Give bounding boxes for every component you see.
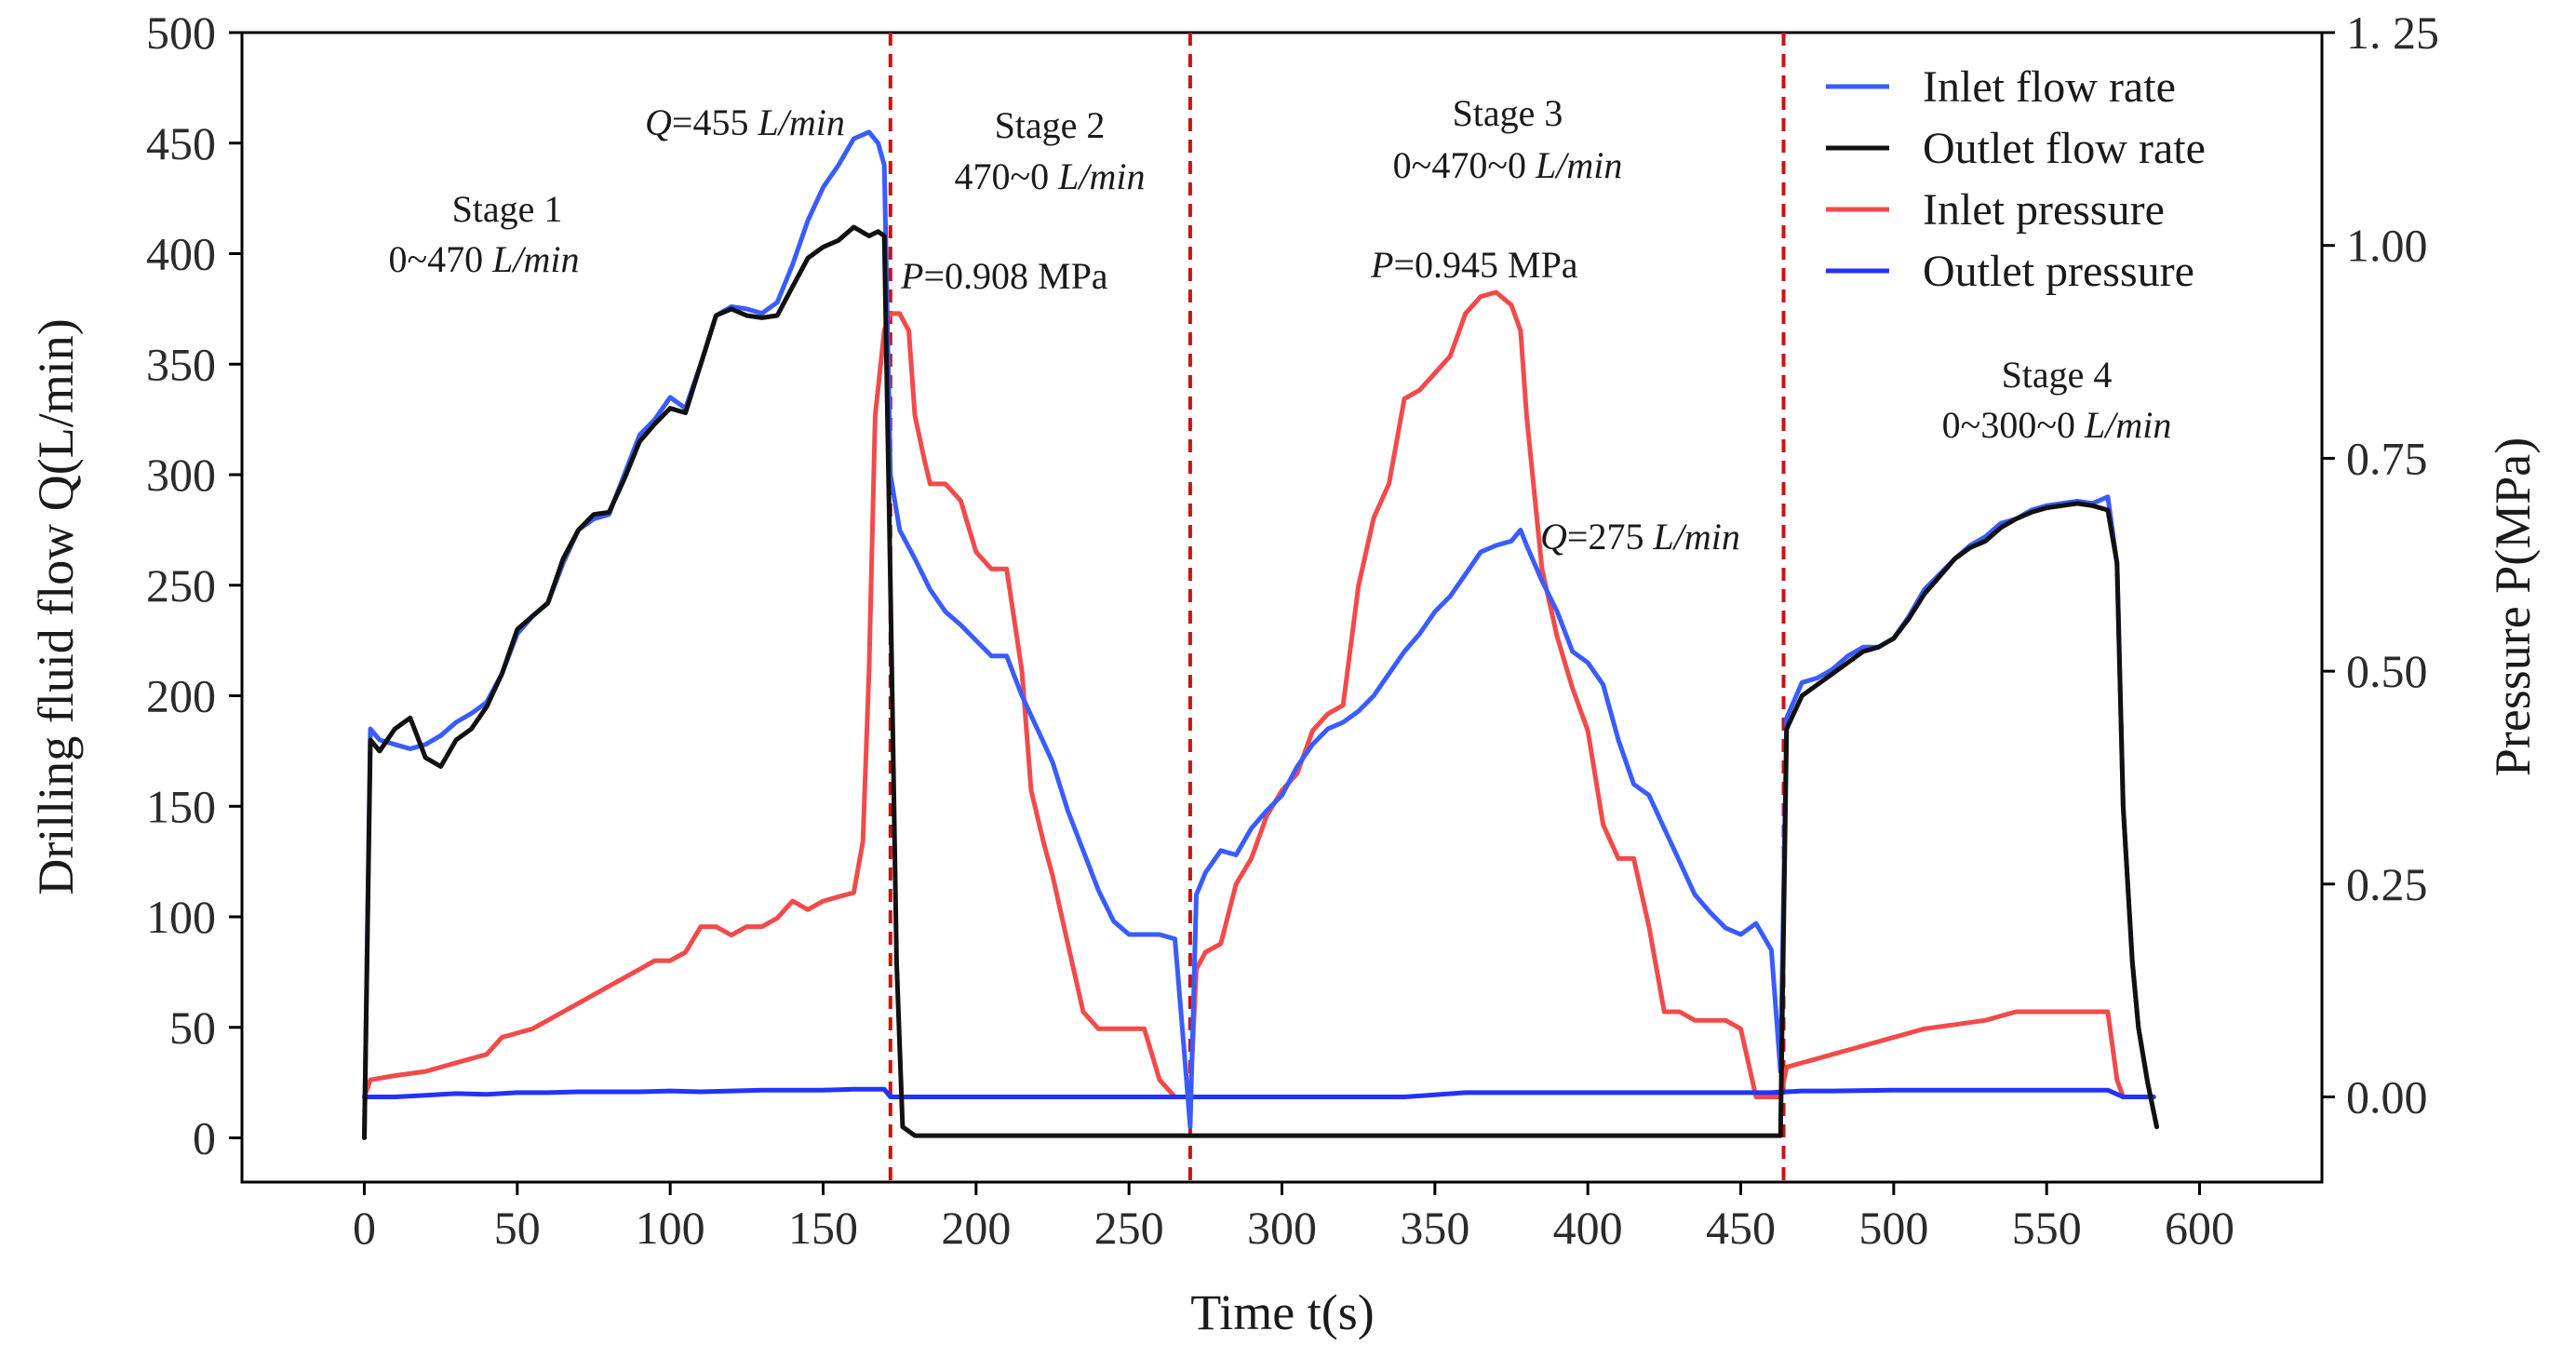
y-right-tick-label-1: 0.25 xyxy=(2346,858,2428,910)
stage-3-range: 0~470~0 L/min xyxy=(1393,144,1623,186)
stage-4-range: 0~300~0 L/min xyxy=(1942,404,2172,446)
y-axis-right-title: Pressure P(MPa) xyxy=(2485,437,2541,776)
y-axis-right: 0.00 0.25 0.50 0.75 1.00 1. 25 xyxy=(2322,7,2439,1123)
legend-label-outlet-flow-rate: Outlet flow rate xyxy=(1923,124,2206,173)
annotation-p945-var: P xyxy=(1370,244,1393,286)
stage-1-range-value: 0~470 xyxy=(389,238,493,280)
legend-label-outlet-pressure: Outlet pressure xyxy=(1923,247,2194,296)
inlet-flow-rate-line xyxy=(362,129,2159,1140)
outlet-flow-rate-line xyxy=(362,224,2159,1140)
x-tick-label-0: 0 xyxy=(353,1202,376,1254)
stage-3-annotation: Stage 3 0~470~0 L/min xyxy=(1393,92,1623,186)
y-right-tick-label-0: 0.00 xyxy=(2346,1071,2428,1123)
y-left-tick-label-10: 500 xyxy=(146,7,216,59)
x-tick-label-4: 200 xyxy=(941,1202,1011,1254)
inlet-pressure-line xyxy=(362,289,2156,1099)
annotation-q275-var: Q xyxy=(1540,516,1567,558)
y-left-tick-label-0: 0 xyxy=(193,1112,216,1164)
y-axis-left-title: Drilling fluid flow Q(L/min) xyxy=(28,318,84,894)
stage-2-annotation: Stage 2 470~0 L/min xyxy=(955,104,1146,197)
stage-2-range-value: 470~0 xyxy=(955,155,1059,197)
x-tick-label-11: 550 xyxy=(2012,1202,2082,1254)
annotation-p908: P=0.908 MPa xyxy=(900,255,1108,297)
y-right-tick-label-3: 0.75 xyxy=(2346,432,2428,484)
x-tick-label-2: 100 xyxy=(636,1202,705,1254)
stage-2-title: Stage 2 xyxy=(995,104,1106,146)
y-left-tick-label-3: 150 xyxy=(146,780,216,832)
x-tick-label-7: 350 xyxy=(1400,1202,1469,1254)
x-tick-label-10: 500 xyxy=(1858,1202,1928,1254)
stage-4-range-unit: L/min xyxy=(2084,404,2171,446)
stage-2-range: 470~0 L/min xyxy=(955,155,1146,197)
x-axis: 0 50 100 150 200 250 300 350 400 450 500 550 600 xyxy=(353,1182,2234,1254)
stage-3-range-value: 0~470~0 xyxy=(1393,144,1536,186)
stage-1-title: Stage 1 xyxy=(452,188,563,230)
annotation-p908-value: =0.908 MPa xyxy=(923,255,1107,297)
y-left-tick-label-8: 400 xyxy=(146,228,216,280)
outlet-pressure-line xyxy=(362,1086,2156,1099)
annotation-q455-unit: L/min xyxy=(757,101,844,143)
legend-label-inlet-pressure: Inlet pressure xyxy=(1923,185,2165,235)
annotation-q275-unit: L/min xyxy=(1652,516,1739,558)
y-axis-left: 0 50 100 150 200 250 300 350 400 450 500 xyxy=(146,7,242,1164)
x-tick-label-3: 150 xyxy=(788,1202,858,1254)
stage-3-title: Stage 3 xyxy=(1453,92,1563,134)
annotation-p945-value: =0.945 MPa xyxy=(1393,244,1577,286)
x-tick-label-1: 50 xyxy=(494,1202,541,1254)
y-left-tick-label-5: 250 xyxy=(146,559,216,612)
y-left-tick-label-2: 100 xyxy=(146,891,216,943)
annotation-q455-value: =455 xyxy=(672,101,758,143)
annotation-q455-var: Q xyxy=(645,101,672,143)
y-right-tick-label-2: 0.50 xyxy=(2346,645,2428,697)
annotation-q275: Q=275 L/min xyxy=(1540,516,1740,558)
legend-label-inlet-flow-rate: Inlet flow rate xyxy=(1923,62,2176,112)
stage-4-range-value: 0~300~0 xyxy=(1942,404,2085,446)
stage-4-annotation: Stage 4 0~300~0 L/min xyxy=(1942,354,2172,446)
x-tick-label-12: 600 xyxy=(2165,1202,2234,1254)
x-tick-label-5: 250 xyxy=(1094,1202,1164,1254)
annotation-p908-var: P xyxy=(900,255,923,297)
x-axis-title: Time t(s) xyxy=(1190,1284,1375,1340)
x-tick-label-9: 450 xyxy=(1706,1202,1776,1254)
x-tick-label-6: 300 xyxy=(1247,1202,1317,1254)
stage-1-annotation: Stage 1 0~470 L/min xyxy=(389,188,580,280)
y-right-tick-label-5: 1. 25 xyxy=(2346,7,2439,59)
series-lines xyxy=(362,129,2159,1140)
stage-3-range-unit: L/min xyxy=(1535,144,1622,186)
y-left-tick-label-1: 50 xyxy=(169,1002,216,1054)
y-left-tick-label-9: 450 xyxy=(146,117,216,169)
y-right-tick-label-4: 1.00 xyxy=(2346,220,2428,272)
y-left-tick-label-7: 350 xyxy=(146,338,216,390)
legend: Inlet flow rate Outlet flow rate Inlet pre… xyxy=(1826,62,2206,296)
stage-1-range-unit: L/min xyxy=(491,238,579,280)
x-tick-label-8: 400 xyxy=(1553,1202,1623,1254)
stage-2-range-unit: L/min xyxy=(1057,155,1145,197)
annotation-q275-value: =275 xyxy=(1567,516,1654,558)
stage-1-range: 0~470 L/min xyxy=(389,238,580,280)
annotation-p945: P=0.945 MPa xyxy=(1370,244,1578,286)
stage-4-title: Stage 4 xyxy=(2002,354,2113,396)
y-left-tick-label-4: 200 xyxy=(146,670,216,722)
stage-dividers xyxy=(888,33,1786,1182)
annotation-q455: Q=455 L/min xyxy=(645,101,845,143)
y-left-tick-label-6: 300 xyxy=(146,449,216,501)
